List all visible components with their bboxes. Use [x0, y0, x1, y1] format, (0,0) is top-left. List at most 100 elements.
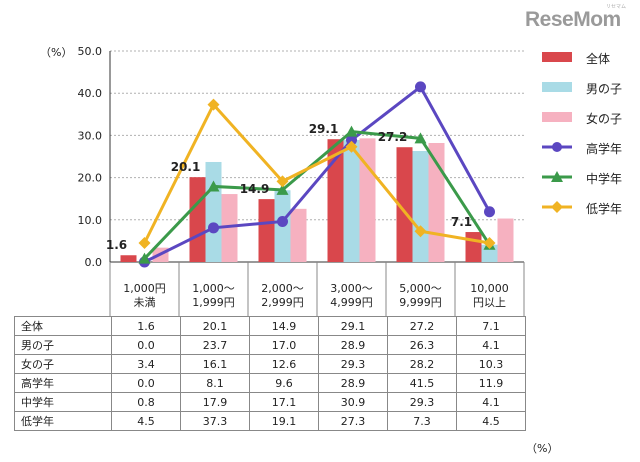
- legend-label: 低学年: [586, 202, 623, 216]
- table-cell: 17.1: [249, 392, 319, 412]
- y-axis-unit: （%）: [40, 46, 73, 59]
- data-label: 7.1: [451, 215, 472, 229]
- table-cell: 14.9: [249, 316, 319, 336]
- table-cell: 37.3: [180, 411, 250, 431]
- bar-0: [465, 232, 482, 262]
- table-cell: 4.5: [111, 411, 181, 431]
- legend-label: 男の子: [586, 82, 623, 96]
- line-point: [483, 237, 496, 250]
- line-point: [207, 98, 220, 111]
- table-row: 女の子 3.4 16.1 12.6 29.3 28.2 10.3: [14, 354, 526, 374]
- category-label: 1,000～ 1,999円: [192, 282, 235, 309]
- legend-item: 全体: [540, 48, 640, 66]
- bar-0: [396, 147, 413, 262]
- data-label: 1.6: [106, 238, 127, 252]
- category-label: 3,000～ 4,999円: [330, 282, 373, 309]
- legend-item: 中学年: [540, 168, 640, 186]
- table-cell: 20.1: [180, 316, 250, 336]
- category-label: 5,000～ 9,999円: [399, 282, 442, 309]
- bar-0: [327, 139, 344, 262]
- legend-label: 全体: [586, 52, 611, 66]
- line-point: [208, 222, 219, 234]
- table-cell: 29.1: [318, 316, 388, 336]
- table-cell: 17.9: [180, 392, 250, 412]
- bar-2: [221, 194, 238, 262]
- bar-0: [189, 177, 206, 262]
- table-cell: 29.3: [387, 392, 457, 412]
- table-cell: 12.6: [249, 354, 319, 374]
- bar-0: [120, 255, 137, 262]
- bar-2: [359, 138, 376, 262]
- legend-marker: [542, 142, 572, 152]
- series-line-2: [143, 101, 490, 245]
- legend-label: 中学年: [586, 172, 623, 186]
- table-row-header: 高学年: [14, 373, 112, 393]
- bar-1: [412, 151, 429, 262]
- table-cell: 23.7: [180, 335, 250, 355]
- table-row: 男の子 0.0 23.7 17.0 28.9 26.3 4.1: [14, 335, 526, 355]
- bar-0: [258, 199, 275, 262]
- table-cell: 4.1: [456, 335, 526, 355]
- table-cell: 41.5: [387, 373, 457, 393]
- table-cell: 27.2: [387, 316, 457, 336]
- legend-marker: [542, 201, 572, 213]
- table-row-header: 全体: [14, 316, 112, 336]
- table-cell: 7.3: [387, 411, 457, 431]
- table-row-header: 中学年: [14, 392, 112, 412]
- data-table: 全体 1.6 20.1 14.9 29.1 27.2 7.1 男の子 0.0 23.7 17.0 28…: [14, 316, 526, 431]
- y-tick-label: 20.0: [78, 172, 103, 185]
- bar-1: [343, 140, 360, 262]
- table-unit: （%）: [526, 442, 559, 455]
- bar-1: [205, 161, 222, 262]
- table-cell: 16.1: [180, 354, 250, 374]
- table-cell: 0.0: [111, 335, 181, 355]
- series-line-0: [143, 84, 491, 264]
- line-point: [138, 237, 151, 250]
- category-label: 10,000 円以上: [470, 282, 509, 309]
- data-label: 14.9: [240, 182, 270, 196]
- table-cell: 8.1: [180, 373, 250, 393]
- category-label: 2,000～ 2,999円: [261, 282, 304, 309]
- legend-label: 高学年: [586, 142, 623, 156]
- table-cell: 28.9: [318, 373, 388, 393]
- legend-swatch: [542, 82, 572, 92]
- y-tick-label: 10.0: [78, 214, 103, 227]
- legend-marker: [542, 171, 572, 182]
- table-cell: 4.5: [456, 411, 526, 431]
- table-cell: 29.3: [318, 354, 388, 374]
- table-cell: 0.8: [111, 392, 181, 412]
- line-point: [346, 134, 357, 146]
- line-point: [484, 206, 495, 218]
- table-cell: 26.3: [387, 335, 457, 355]
- legend-swatch: [542, 112, 572, 122]
- table-cell: 1.6: [111, 316, 181, 336]
- y-tick-label: 0.0: [85, 256, 103, 269]
- data-label: 29.1: [309, 122, 339, 136]
- legend-item: 高学年: [540, 138, 640, 156]
- resemom-logo: ReseMom: [525, 8, 621, 31]
- table-row: 中学年 0.8 17.9 17.1 30.9 29.3 4.1: [14, 392, 526, 412]
- line-point: [277, 215, 288, 227]
- bar-2: [497, 218, 514, 262]
- legend-item: 男の子: [540, 78, 640, 96]
- table-cell: 7.1: [456, 316, 526, 336]
- line-point: [207, 180, 220, 192]
- resemom-logo-sub: リセマム: [606, 4, 627, 10]
- table-cell: 3.4: [111, 354, 181, 374]
- table-row-header: 女の子: [14, 354, 112, 374]
- table-cell: 11.9: [456, 373, 526, 393]
- line-point: [138, 252, 151, 264]
- line-point: [276, 175, 289, 188]
- table-cell: 28.9: [318, 335, 388, 355]
- bar-2: [290, 208, 307, 262]
- legend-swatch: [542, 52, 572, 62]
- series-line-1: [143, 130, 491, 260]
- y-tick-label: 40.0: [78, 87, 103, 100]
- table-cell: 17.0: [249, 335, 319, 355]
- table-cell: 9.6: [249, 373, 319, 393]
- legend-label: 女の子: [586, 112, 623, 126]
- table-cell: 10.3: [456, 354, 526, 374]
- table-cell: 4.1: [456, 392, 526, 412]
- table-cell: 0.0: [111, 373, 181, 393]
